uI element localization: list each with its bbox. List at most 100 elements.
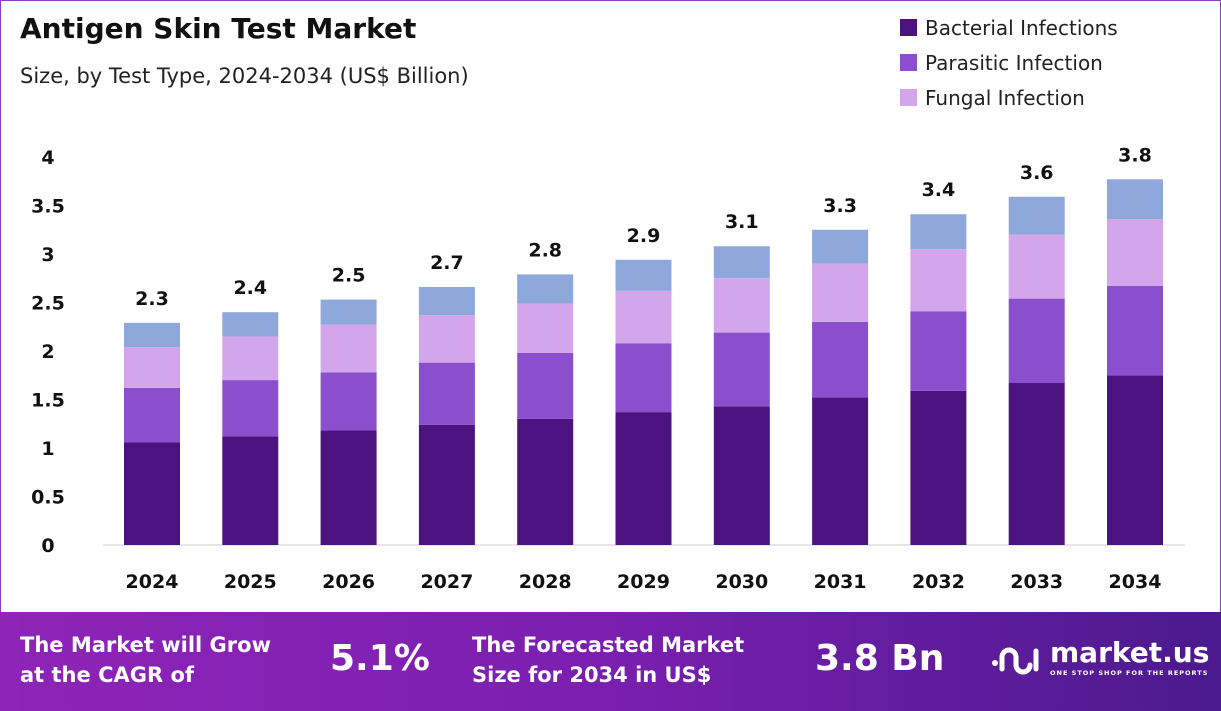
forecast-label: The Forecasted Market Size for 2034 in U… bbox=[472, 630, 744, 690]
cagr-label-line2: at the CAGR of bbox=[20, 663, 195, 687]
bar-segment-2025-0 bbox=[222, 436, 279, 545]
bar-segment-2033-3 bbox=[1008, 196, 1065, 235]
bar-segment-2029-0 bbox=[615, 412, 672, 545]
total-label: 3.4 bbox=[922, 179, 956, 201]
bar-segment-2024-1 bbox=[124, 387, 180, 443]
bar-segment-2025-1 bbox=[222, 380, 279, 437]
bar-segment-2030-1 bbox=[713, 332, 770, 407]
total-label: 3.3 bbox=[823, 195, 857, 217]
total-label: 2.5 bbox=[332, 265, 366, 287]
bar-segment-2033-2 bbox=[1008, 234, 1065, 299]
bar-segment-2026-0 bbox=[320, 430, 377, 545]
market-us-logo: market.us ONE STOP SHOP FOR THE REPORTS bbox=[990, 636, 1209, 677]
y-tick-label: 4 bbox=[41, 147, 54, 169]
x-tick-label: 2033 bbox=[1010, 571, 1063, 593]
total-label: 2.9 bbox=[627, 225, 661, 247]
forecast-value: 3.8 Bn bbox=[815, 638, 945, 679]
bar-segment-2031-0 bbox=[812, 397, 869, 545]
cagr-value: 5.1% bbox=[330, 638, 430, 679]
cagr-label-line1: The Market will Grow bbox=[20, 633, 271, 657]
bar-segment-2028-0 bbox=[517, 418, 574, 545]
legend-item-fungal: Fungal Infection bbox=[900, 80, 1118, 115]
bar-segment-2028-2 bbox=[517, 303, 574, 353]
y-tick-label: 1.5 bbox=[31, 390, 65, 412]
chart-subtitle: Size, by Test Type, 2024-2034 (US$ Billi… bbox=[20, 64, 469, 88]
forecast-label-line1: The Forecasted Market bbox=[472, 633, 745, 657]
bar-segment-2034-3 bbox=[1107, 179, 1163, 220]
y-tick-label: 2 bbox=[41, 341, 54, 363]
x-tick-label: 2030 bbox=[715, 571, 768, 593]
logo-name: market.us bbox=[1050, 636, 1210, 669]
logo-icon bbox=[992, 647, 1039, 674]
bar-segment-2024-3 bbox=[124, 322, 180, 348]
y-tick-label: 2.5 bbox=[31, 293, 65, 315]
bar-segment-2029-3 bbox=[615, 259, 672, 291]
bar-segment-2025-3 bbox=[222, 312, 279, 337]
y-tick-label: 0 bbox=[41, 535, 54, 557]
x-tick-label: 2026 bbox=[322, 571, 375, 593]
bar-segment-2028-3 bbox=[517, 274, 574, 304]
bar-segment-2024-0 bbox=[124, 442, 180, 545]
bar-segment-2033-0 bbox=[1008, 383, 1065, 545]
total-label: 3.8 bbox=[1118, 144, 1152, 166]
bar-segment-2024-2 bbox=[124, 347, 180, 388]
bar-segment-2031-2 bbox=[812, 263, 869, 322]
x-tick-label: 2027 bbox=[420, 571, 473, 593]
legend-swatch bbox=[900, 19, 917, 36]
bar-segment-2028-1 bbox=[517, 352, 574, 419]
bar-segment-2025-2 bbox=[222, 336, 279, 381]
bar-segment-2027-3 bbox=[418, 286, 475, 316]
y-tick-label: 0.5 bbox=[31, 487, 65, 509]
bar-segment-2029-2 bbox=[615, 290, 672, 344]
total-label: 3.6 bbox=[1020, 162, 1054, 184]
legend-label: Bacterial Infections bbox=[925, 15, 1118, 40]
y-tick-label: 1 bbox=[41, 438, 54, 460]
bar-segment-2026-2 bbox=[320, 324, 377, 373]
bar-segment-2027-0 bbox=[418, 424, 475, 545]
total-label: 2.4 bbox=[233, 277, 267, 299]
bar-segment-2032-3 bbox=[910, 214, 967, 250]
x-tick-label: 2034 bbox=[1109, 571, 1162, 593]
legend-swatch bbox=[900, 54, 917, 71]
bar-segment-2034-2 bbox=[1107, 219, 1163, 287]
bar-segment-2032-2 bbox=[910, 249, 967, 312]
bar-segment-2031-3 bbox=[812, 229, 869, 264]
bar-segment-2030-3 bbox=[713, 246, 770, 279]
legend-item-parasitic: Parasitic Infection bbox=[900, 45, 1118, 80]
x-tick-label: 2029 bbox=[617, 571, 670, 593]
bar-segment-2030-2 bbox=[713, 278, 770, 333]
logo-tagline: ONE STOP SHOP FOR THE REPORTS bbox=[1050, 669, 1209, 677]
cagr-label: The Market will Grow at the CAGR of bbox=[20, 630, 271, 690]
x-tick-label: 2025 bbox=[224, 571, 277, 593]
legend-swatch bbox=[900, 89, 917, 106]
bar-segment-2026-1 bbox=[320, 372, 377, 431]
chart-title: Antigen Skin Test Market bbox=[20, 12, 417, 45]
bar-segment-2033-1 bbox=[1008, 298, 1065, 384]
bar-segment-2027-1 bbox=[418, 362, 475, 425]
total-label: 2.3 bbox=[135, 288, 169, 310]
bar-segment-2027-2 bbox=[418, 315, 475, 363]
total-label: 3.1 bbox=[725, 211, 759, 233]
forecast-label-line2: Size for 2034 in US$ bbox=[472, 663, 712, 687]
footer-banner: The Market will Grow at the CAGR of 5.1%… bbox=[0, 612, 1221, 711]
x-tick-label: 2032 bbox=[912, 571, 965, 593]
stacked-bar-chart: 0 0.5 1 1.5 2 2.5 3 3.5 4 2.3 2024 2.4 2025 2.5 2026 2.… bbox=[31, 144, 1185, 593]
legend-label: Fungal Infection bbox=[925, 85, 1085, 110]
bar-segment-2032-0 bbox=[910, 390, 967, 545]
bar-segment-2032-1 bbox=[910, 311, 967, 391]
total-label: 2.7 bbox=[430, 252, 464, 274]
bar-segment-2034-1 bbox=[1107, 286, 1163, 376]
bar-segment-2026-3 bbox=[320, 299, 377, 325]
x-tick-label: 2024 bbox=[126, 571, 179, 593]
bar-segment-2030-0 bbox=[713, 406, 770, 545]
bar-segment-2029-1 bbox=[615, 343, 672, 413]
legend-item-bacterial: Bacterial Infections bbox=[900, 10, 1118, 45]
x-tick-label: 2031 bbox=[814, 571, 867, 593]
y-tick-label: 3.5 bbox=[31, 196, 65, 218]
total-label: 2.8 bbox=[528, 239, 562, 261]
bar-segment-2031-1 bbox=[812, 321, 869, 398]
legend: Bacterial Infections Parasitic Infection… bbox=[900, 10, 1118, 115]
x-tick-label: 2028 bbox=[519, 571, 572, 593]
bar-segment-2034-0 bbox=[1107, 375, 1163, 545]
legend-label: Parasitic Infection bbox=[925, 50, 1103, 75]
